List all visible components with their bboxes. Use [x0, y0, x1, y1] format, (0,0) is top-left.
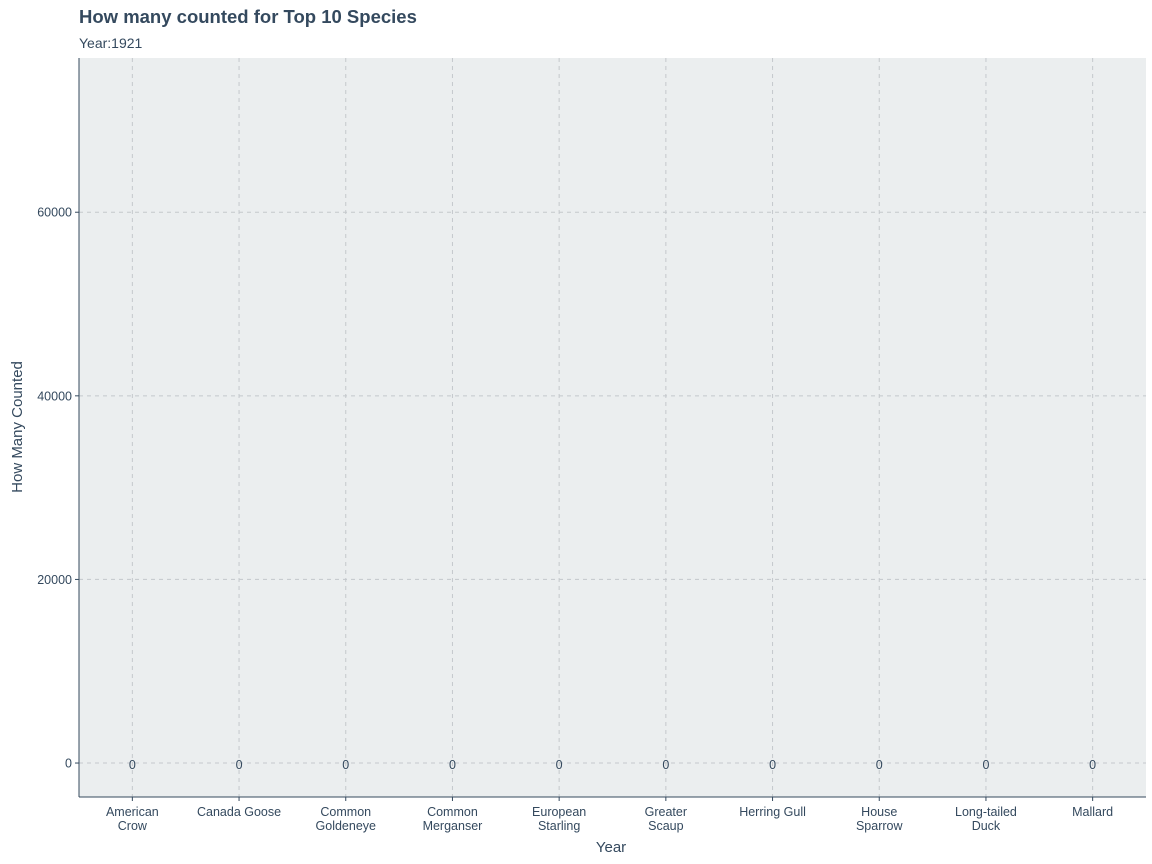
chart-title: How many counted for Top 10 Species — [79, 6, 417, 27]
data-label: 0 — [556, 758, 563, 772]
data-label: 0 — [876, 758, 883, 772]
x-tick-label: Greater Scaup — [645, 805, 687, 833]
data-label: 0 — [662, 758, 669, 772]
x-tick-label: House Sparrow — [856, 805, 904, 833]
data-label: 0 — [129, 758, 136, 772]
x-tick-label: Herring Gull — [739, 805, 806, 819]
y-tick-label: 20000 — [37, 573, 72, 587]
data-label: 0 — [1089, 758, 1096, 772]
x-tick-label: American Crow — [106, 805, 159, 833]
y-tick-label: 0 — [65, 757, 72, 771]
data-label: 0 — [236, 758, 243, 772]
data-label: 0 — [982, 758, 989, 772]
x-axis-title: Year — [596, 839, 626, 856]
y-tick-label: 40000 — [37, 389, 72, 403]
plot-panel — [79, 58, 1146, 797]
chart-subtitle: Year:1921 — [79, 35, 143, 51]
data-label: 0 — [449, 758, 456, 772]
y-tick-label: 60000 — [37, 206, 72, 220]
x-tick-label: Common Merganser — [423, 805, 483, 833]
x-tick-label: Common Goldeneye — [316, 805, 377, 833]
data-label: 0 — [342, 758, 349, 772]
x-tick-label: Mallard — [1072, 805, 1113, 819]
x-tick-label: Long-tailed Duck — [955, 805, 1017, 833]
data-label: 0 — [769, 758, 776, 772]
x-tick-label: Canada Goose — [197, 805, 281, 819]
x-tick-label: European Starling — [532, 805, 586, 833]
y-axis-title: How Many Counted — [9, 361, 26, 493]
